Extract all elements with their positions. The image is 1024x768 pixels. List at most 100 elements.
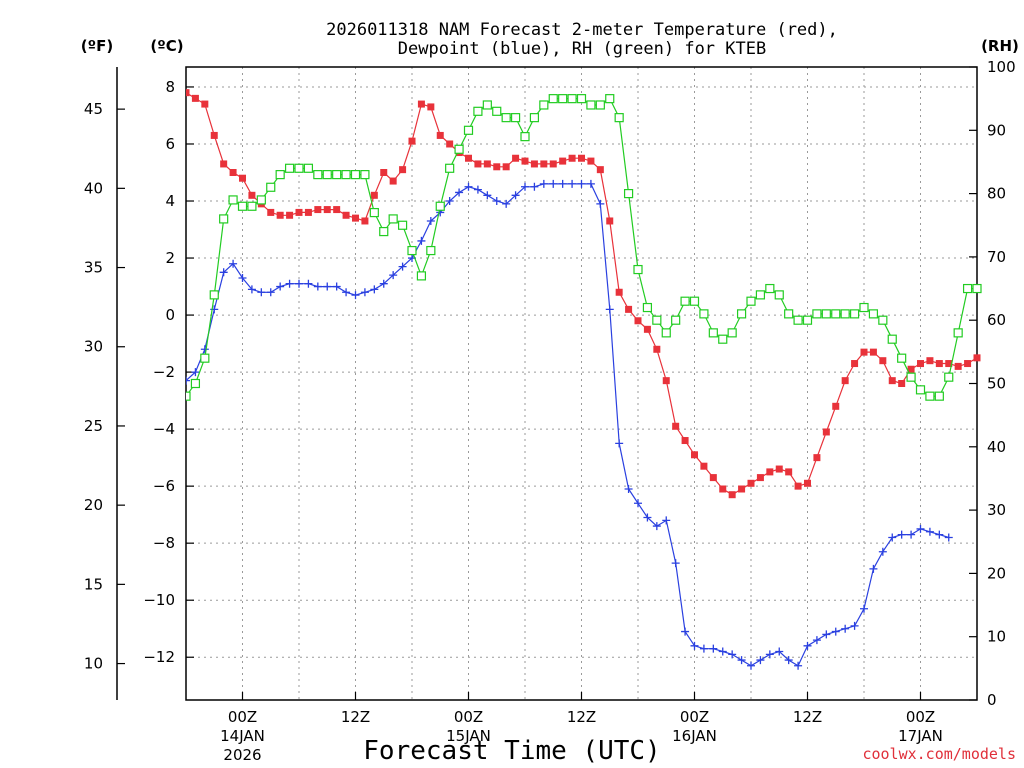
dewpoint-data-point — [737, 656, 746, 665]
temperature-data-point — [907, 365, 915, 373]
temperature-data-point — [276, 211, 284, 219]
temperature-data-point — [239, 174, 246, 182]
temperature-data-point — [832, 402, 840, 410]
fahrenheit-tick-label: 20 — [84, 496, 103, 514]
rh-data-point — [793, 315, 803, 325]
temperature-data-point — [964, 360, 972, 368]
dewpoint-data-point — [624, 485, 633, 493]
temperature-data-point — [935, 360, 943, 368]
fahrenheit-tick-label: 30 — [84, 338, 103, 356]
rh-tick-label: 0 — [987, 691, 997, 709]
temperature-data-point — [662, 377, 670, 385]
rh-data-point — [360, 170, 370, 180]
rh-data-point — [689, 296, 700, 306]
rh-data-point — [671, 315, 681, 325]
dewpoint-data-point — [191, 368, 200, 377]
temperature-data-point — [719, 485, 727, 493]
dewpoint-data-point — [784, 656, 793, 665]
rh-data-point — [605, 94, 615, 104]
dewpoint-data-point — [916, 524, 925, 533]
temperature-data-point — [408, 137, 416, 145]
rh-data-point — [369, 207, 379, 218]
rh-data-point — [539, 100, 549, 110]
temperature-data-point — [728, 491, 736, 499]
dewpoint-data-point — [332, 282, 341, 291]
rh-data-point — [284, 163, 295, 173]
rh-tick-label: 20 — [987, 564, 1006, 582]
temperature-data-point — [295, 208, 303, 216]
temperature-data-point — [860, 348, 868, 356]
dewpoint-data-point — [718, 647, 727, 656]
x-tick-label-time: 00Z — [454, 708, 483, 726]
dewpoint-data-point — [558, 179, 567, 188]
rh-data-point — [341, 170, 351, 180]
dewpoint-data-point — [492, 197, 501, 206]
temperature-data-point — [352, 214, 359, 222]
dewpoint-data-point — [605, 305, 614, 314]
dewpoint-data-point — [398, 262, 407, 271]
dewpoint-series-line — [186, 183, 949, 667]
dewpoint-data-point — [483, 191, 492, 200]
rh-data-point — [897, 353, 907, 363]
temperature-data-point — [587, 157, 595, 165]
dewpoint-data-point — [285, 279, 294, 288]
rh-data-point — [699, 309, 709, 319]
temperature-data-point — [333, 206, 341, 214]
dewpoint-data-point — [662, 516, 671, 525]
rh-data-point — [652, 315, 662, 325]
temperature-data-point — [361, 217, 369, 225]
dewpoint-data-point — [925, 527, 934, 536]
rh-data-point — [548, 94, 558, 104]
dewpoint-data-point — [709, 644, 718, 653]
celsius-tick-label: 6 — [165, 135, 175, 153]
dewpoint-data-point — [200, 345, 209, 354]
temperature-data-point — [502, 163, 510, 171]
temperature-data-point — [869, 348, 877, 356]
rh-tick-label: 40 — [987, 438, 1006, 456]
dewpoint-data-point — [775, 647, 784, 656]
celsius-tick-label: −8 — [153, 534, 175, 552]
dewpoint-data-point — [907, 530, 916, 539]
dewpoint-data-point — [186, 376, 190, 385]
temperature-data-point — [465, 154, 472, 162]
x-tick-label-date: 15JAN — [446, 727, 491, 745]
temperature-data-point — [248, 191, 256, 199]
rh-data-point — [840, 309, 850, 319]
dewpoint-data-point — [426, 216, 435, 225]
temperature-data-point — [606, 217, 614, 225]
dewpoint-data-point — [634, 499, 642, 508]
rh-data-point — [868, 309, 879, 319]
rh-data-point — [256, 195, 266, 205]
rh-data-point — [482, 100, 492, 110]
rh-data-point — [350, 170, 361, 180]
rh-data-point — [322, 170, 332, 180]
dewpoint-data-point — [888, 533, 897, 542]
rh-data-point — [416, 271, 427, 281]
rh-data-point — [510, 113, 521, 123]
dewpoint-data-point — [379, 279, 388, 288]
temperature-data-point — [672, 422, 680, 430]
temperature-data-point — [775, 465, 783, 473]
dewpoint-data-point — [756, 656, 765, 665]
dewpoint-data-point — [247, 285, 256, 294]
rh-data-point — [397, 220, 408, 230]
temperature-data-point — [549, 160, 557, 168]
dewpoint-data-point — [360, 288, 369, 297]
temperature-data-point — [615, 288, 623, 296]
temperature-data-point — [568, 154, 576, 162]
chart-title-line1: 2026011318 NAM Forecast 2-meter Temperat… — [326, 20, 838, 40]
rh-data-point — [821, 309, 831, 319]
rh-data-point — [859, 302, 869, 313]
dewpoint-data-point — [728, 650, 737, 659]
dewpoint-data-point — [342, 288, 351, 297]
rh-data-point — [906, 372, 916, 382]
dewpoint-data-point — [351, 291, 360, 300]
dewpoint-data-point — [897, 530, 906, 539]
celsius-tick-label: −6 — [153, 477, 175, 495]
unit-label-fahrenheit: (ºF) — [81, 37, 113, 55]
temperature-data-point — [210, 131, 218, 139]
temperature-data-point — [785, 468, 793, 476]
rh-tick-label: 10 — [987, 628, 1006, 646]
temperature-data-point — [304, 208, 312, 216]
